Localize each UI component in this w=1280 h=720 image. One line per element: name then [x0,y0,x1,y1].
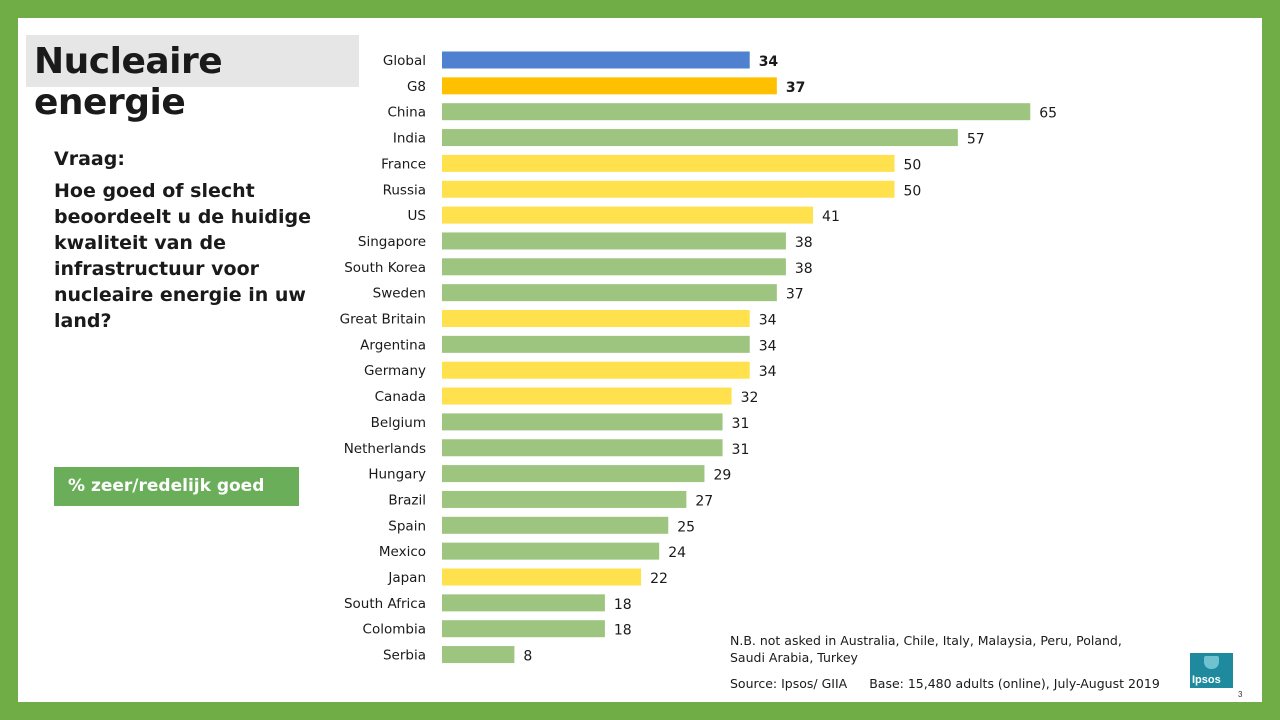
bar-global [442,51,750,69]
category-label-argentina: Argentina [360,337,426,353]
bar-serbia [442,646,515,664]
bar-netherlands [442,439,723,457]
footnote: N.B. not asked in Australia, Chile, Ital… [730,633,1122,665]
value-label-south-africa: 18 [614,597,632,613]
value-label-global: 34 [759,54,779,70]
category-label-mexico: Mexico [379,544,426,560]
bar-colombia [442,620,605,638]
value-label-hungary: 29 [713,468,731,484]
value-label-belgium: 31 [732,416,750,432]
bar-germany [442,361,750,379]
value-label-us: 41 [822,209,840,225]
logo-mark-icon [1204,656,1219,669]
bar-russia [442,180,895,198]
question-block: Vraag: Hoe goed of slecht beoordeelt u d… [54,148,314,334]
value-label-germany: 34 [759,364,777,380]
bar-sweden [442,284,777,302]
category-label-singapore: Singapore [358,234,426,250]
value-label-great-britain: 34 [759,313,777,329]
bar-japan [442,568,642,586]
category-label-serbia: Serbia [383,648,426,664]
category-label-great-britain: Great Britain [340,312,426,328]
category-label-china: China [387,105,426,121]
value-label-india: 57 [967,132,985,148]
source-text: Source: Ipsos/ GIIA [730,676,848,691]
category-label-france: France [381,156,426,172]
value-label-colombia: 18 [614,623,632,639]
value-label-japan: 22 [650,571,668,587]
bar-china [442,103,1031,121]
bar-brazil [442,490,687,508]
value-label-russia: 50 [904,183,922,199]
ipsos-logo: Ipsos [1190,653,1233,688]
value-label-g8: 37 [786,80,805,96]
value-label-france: 50 [904,157,922,173]
title-box: Nucleaire energie [26,35,359,123]
bar-great-britain [442,310,750,327]
logo-text: Ipsos [1192,674,1221,686]
value-label-serbia: 8 [523,649,532,665]
bar-hungary [442,465,705,483]
value-label-spain: 25 [677,519,695,535]
bar-g8 [442,77,777,95]
category-label-south-korea: South Korea [344,260,426,276]
question-text: Hoe goed of slecht beoordeelt u de huidi… [54,180,311,332]
value-label-brazil: 27 [695,493,713,509]
category-label-germany: Germany [364,363,426,379]
value-label-canada: 32 [741,390,759,406]
value-label-sweden: 37 [786,287,804,303]
page-number: 3 [1238,690,1243,699]
bar-mexico [442,542,660,560]
metric-label: % zeer/redelijk goed [68,476,265,496]
bar-south-korea [442,258,786,276]
value-label-argentina: 34 [759,338,777,354]
bar-us [442,206,814,224]
value-label-south-korea: 38 [795,261,813,277]
bar-south-africa [442,594,605,612]
category-label-russia: Russia [383,182,426,198]
page-title: Nucleaire energie [34,41,223,123]
category-label-netherlands: Netherlands [344,441,426,457]
category-label-india: India [393,131,426,147]
bar-india [442,129,958,147]
category-label-canada: Canada [375,389,426,405]
metric-label-box: % zeer/redelijk goed [54,467,299,506]
category-label-spain: Spain [388,518,426,534]
bar-singapore [442,232,786,250]
category-label-south-africa: South Africa [344,596,426,612]
category-label-brazil: Brazil [388,492,426,508]
category-label-sweden: Sweden [373,286,426,302]
source-line: Source: Ipsos/ GIIA Base: 15,480 adults (… [730,676,1160,691]
base-text: Base: 15,480 adults (online), July-Augus… [869,676,1160,691]
value-label-china: 65 [1039,106,1057,122]
value-label-mexico: 24 [668,545,686,561]
category-label-belgium: Belgium [371,415,426,431]
value-label-singapore: 38 [795,235,813,251]
value-label-netherlands: 31 [732,442,750,458]
question-label: Vraag: [54,148,125,170]
category-label-colombia: Colombia [363,622,426,638]
bar-spain [442,516,669,534]
bar-argentina [442,335,750,353]
category-label-g8: G8 [407,79,426,95]
bar-canada [442,387,732,405]
category-label-japan: Japan [387,570,426,586]
bar-belgium [442,413,723,431]
category-label-global: Global [383,53,426,69]
category-label-hungary: Hungary [368,467,426,483]
category-label-us: US [408,208,426,224]
bar-france [442,154,895,172]
